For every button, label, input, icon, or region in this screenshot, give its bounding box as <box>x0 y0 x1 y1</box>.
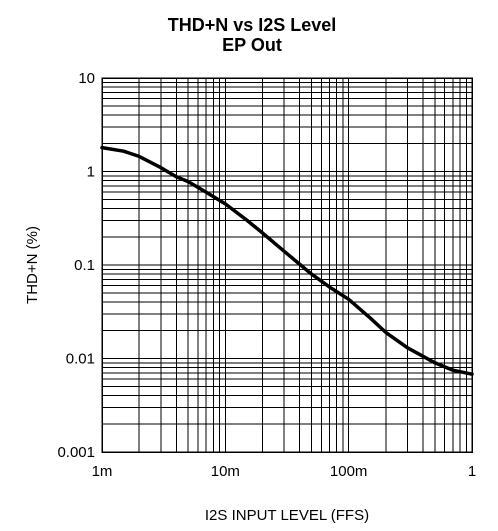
x-tick-label: 10m <box>211 463 240 480</box>
x-tick-label: 1 <box>468 463 476 480</box>
x-tick-label: 100m <box>330 463 368 480</box>
x-tick-labels: 1m 10m 100m 1 <box>92 463 477 480</box>
y-tick-label: 0.1 <box>74 257 95 274</box>
plot-frame <box>101 77 473 453</box>
y-tick-labels: 10 1 0.1 0.01 0.001 <box>57 70 95 461</box>
thdn-series-line <box>100 145 474 376</box>
y-tick-label: 0.001 <box>57 444 95 461</box>
chart-title: THD+N vs I2S Level <box>168 15 337 35</box>
y-tick-label: 1 <box>87 164 95 181</box>
chart-subtitle: EP Out <box>222 35 282 55</box>
y-axis-label: THD+N (%) <box>24 226 41 304</box>
y-tick-label: 10 <box>78 70 95 87</box>
grid <box>101 78 472 453</box>
x-axis-label: I2S INPUT LEVEL (FFS) <box>205 507 369 524</box>
x-tick-label: 1m <box>92 463 113 480</box>
y-tick-label: 0.01 <box>66 351 95 368</box>
